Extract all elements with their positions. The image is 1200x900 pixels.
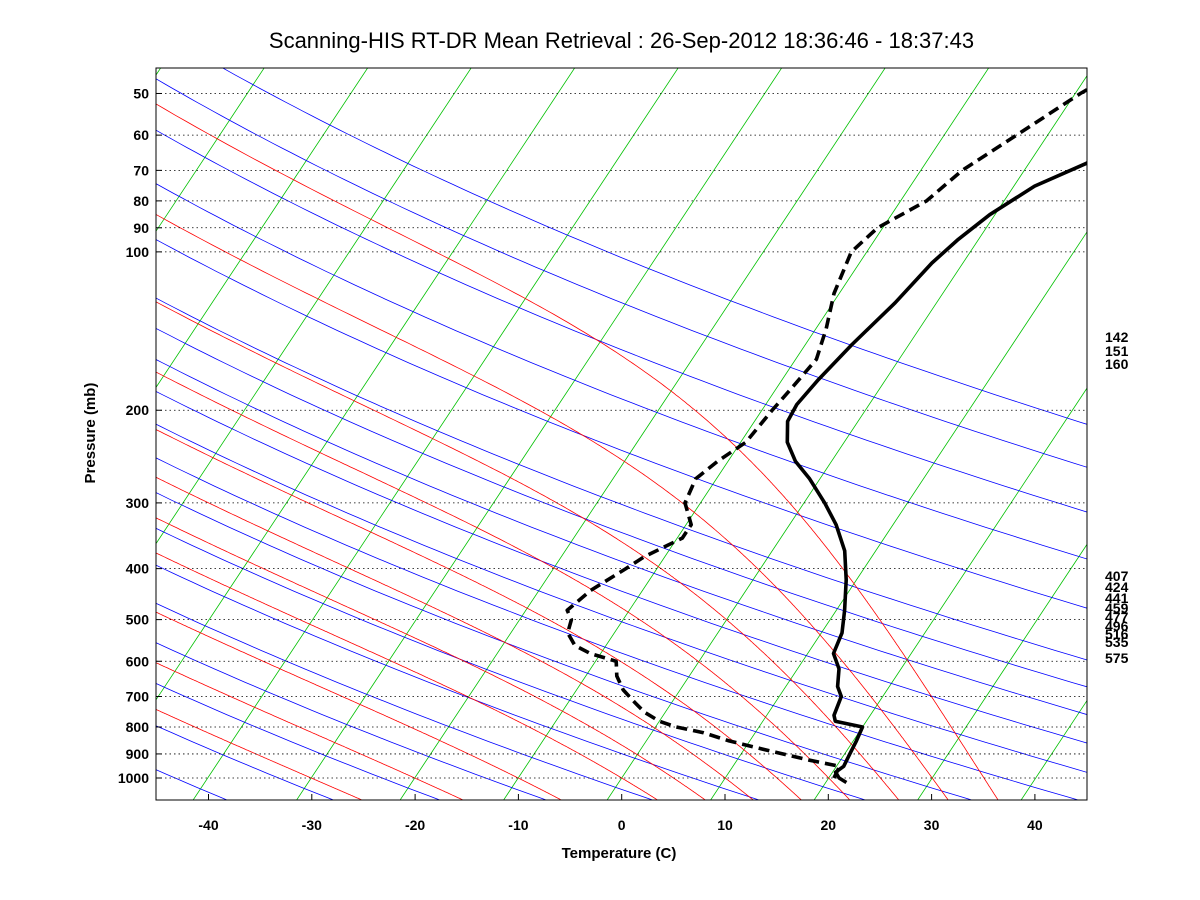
dry-adiabat-line <box>156 423 1087 773</box>
right-label: 407 <box>1105 568 1129 584</box>
isotherm-line <box>503 68 990 800</box>
dry-adiabat-line <box>156 183 1087 560</box>
moist-adiabat-line <box>156 662 464 800</box>
isotherm-line <box>1020 699 1087 800</box>
isotherm-line <box>156 68 265 232</box>
moist-adiabat-line <box>156 517 706 800</box>
moist-adiabat-line <box>156 214 949 800</box>
dry-adiabat-line <box>156 642 548 800</box>
x-tick-label: -40 <box>198 817 218 833</box>
isotherm-line <box>813 387 1087 800</box>
moist-adiabat-line <box>156 611 563 800</box>
y-tick-label: 80 <box>133 193 149 209</box>
x-ticks: -40 -30 -20 -10 0 10 20 30 40 <box>198 794 1043 833</box>
y-tick-label: 500 <box>126 612 150 628</box>
x-tick-label: -10 <box>508 817 528 833</box>
moist-adiabat-line <box>156 429 802 800</box>
series-group <box>565 87 1087 785</box>
isotherm-line <box>156 68 576 701</box>
x-axis-label: Temperature (C) <box>562 845 677 862</box>
isotherm-line <box>192 68 679 800</box>
isotherm-line <box>399 68 886 800</box>
x-tick-label: -20 <box>405 817 425 833</box>
right-label: 424 <box>1105 579 1129 595</box>
isotherm-line <box>710 231 1087 800</box>
y-axis-label: Pressure (mb) <box>82 383 99 484</box>
y-tick-label: 400 <box>126 561 150 577</box>
dry-adiabat-line <box>156 239 1087 609</box>
moist-adiabat-line <box>156 301 900 800</box>
y-tick-label: 100 <box>126 244 150 260</box>
y-tick-label: 300 <box>126 495 150 511</box>
y-tick-label: 600 <box>126 653 150 669</box>
right-label: 151 <box>1105 343 1129 359</box>
x-tick-label: 40 <box>1027 817 1043 833</box>
y-tick-label: 200 <box>126 402 150 418</box>
temperature-line <box>785 160 1087 785</box>
dry-adiabat-line <box>156 390 1087 744</box>
x-tick-label: -30 <box>302 817 322 833</box>
dry-adiabat-line <box>156 297 1087 661</box>
dry-adiabat-line <box>221 68 1087 425</box>
dry-adiabat-line <box>156 457 1080 800</box>
moist-adiabat-line <box>156 371 851 800</box>
right-label: 575 <box>1105 650 1129 666</box>
dry-adiabat-line <box>156 564 761 800</box>
isotherm-line <box>1105 31 1200 829</box>
isotherm-line <box>917 543 1087 800</box>
y-tick-label: 900 <box>126 746 150 762</box>
right-label: 516 <box>1105 626 1129 642</box>
dry-adiabat-line <box>156 725 335 800</box>
right-label: 142 <box>1105 329 1129 345</box>
dry-adiabat-line <box>156 492 974 800</box>
y-tick-label: 700 <box>126 688 150 704</box>
x-tick-label: 0 <box>618 817 626 833</box>
y-tick-label: 70 <box>133 162 149 178</box>
isotherm-line <box>0 31 82 829</box>
y-ticks: 50 60 70 80 90 100 200 300 400 500 600 700 800 900 100… <box>118 85 162 786</box>
right-label: 160 <box>1105 356 1129 372</box>
y-tick-label: 1000 <box>118 770 149 786</box>
chart-title: Scanning-HIS RT-DR Mean Retrieval : 26-S… <box>268 28 975 53</box>
moist-adiabat-line <box>156 709 363 800</box>
dry-adiabat-line <box>156 602 654 800</box>
x-tick-label: 30 <box>924 817 940 833</box>
right-label: 441 <box>1105 590 1129 606</box>
right-label: 477 <box>1105 609 1129 625</box>
background-lines <box>0 31 1200 829</box>
isotherm-line <box>156 68 472 545</box>
isotherm-line <box>296 68 783 800</box>
dry-adiabat-line <box>156 527 867 800</box>
y-tick-label: 800 <box>126 719 150 735</box>
dry-adiabat-line <box>156 359 1087 716</box>
dry-adiabat-line <box>156 327 1087 688</box>
dewpoint-line <box>565 87 1087 779</box>
dry-adiabat-line <box>156 78 1087 468</box>
dry-adiabat-line <box>156 683 441 800</box>
y-tick-label: 50 <box>133 85 149 101</box>
x-tick-label: 20 <box>821 817 837 833</box>
y-tick-label: 90 <box>133 220 149 236</box>
moist-adiabat-line <box>156 552 659 800</box>
right-label: 459 <box>1105 600 1129 616</box>
moist-adiabat-line <box>156 103 999 800</box>
dry-adiabat-line <box>156 129 1087 513</box>
x-tick-label: 10 <box>717 817 733 833</box>
moist-adiabat-line <box>156 476 754 800</box>
isotherm-line <box>606 75 1087 800</box>
right-label: 496 <box>1105 618 1129 634</box>
right-label: 535 <box>1105 634 1129 650</box>
pressure-grid <box>156 93 1087 779</box>
isotherm-line <box>156 68 369 389</box>
y-tick-label: 60 <box>133 127 149 143</box>
